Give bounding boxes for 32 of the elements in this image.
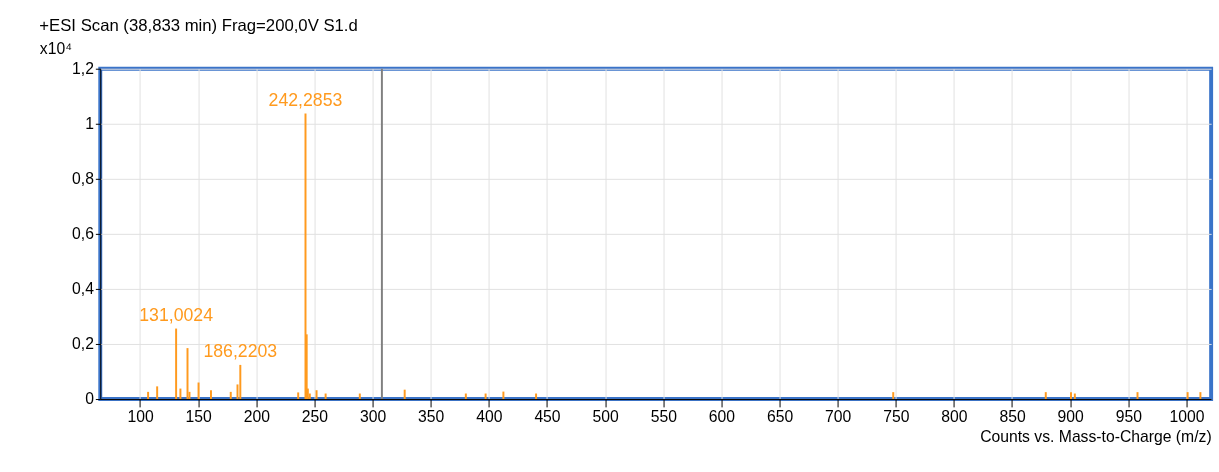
x-tick-label: 300	[359, 408, 387, 426]
x-tick-label: 800	[941, 408, 968, 426]
annotation: 186,2203	[203, 341, 278, 362]
annotation: 131,0024	[139, 304, 214, 325]
y-tick-label: 0,6	[72, 225, 95, 243]
y-tick-label: 0,4	[72, 280, 95, 298]
x-tick-label: 600	[708, 408, 736, 426]
x-tick-label: 350	[418, 408, 445, 426]
y-axis-title: x10⁴	[39, 40, 72, 58]
y-tick-label: 0,2	[72, 335, 94, 353]
x-tick-label: 750	[883, 408, 910, 426]
x-tick-label: 950	[1115, 408, 1143, 426]
x-tick-label: 850	[999, 408, 1026, 426]
x-tick-label: 250	[301, 408, 329, 426]
x-tick-label: 450	[534, 408, 561, 426]
x-tick-label: 400	[476, 408, 503, 426]
x-tick-label: 200	[243, 408, 271, 426]
x-axis-title: Counts vs. Mass-to-Charge (m/z)	[980, 427, 1212, 445]
chart-title: +ESI Scan (38,833 min) Frag=200,0V S1.d	[39, 16, 358, 36]
x-tick-label: 550	[650, 408, 678, 426]
x-tick-label: 1000	[1169, 408, 1205, 426]
x-tick-label: 150	[185, 408, 213, 426]
annotation: 242,2853	[268, 89, 343, 110]
x-tick-label: 100	[127, 408, 154, 426]
y-tick-label: 0,8	[72, 170, 95, 188]
x-tick-label: 650	[766, 408, 794, 426]
x-tick-label: 900	[1057, 408, 1085, 426]
y-tick-label: 1,2	[72, 60, 94, 78]
y-tick-label: 0	[85, 390, 95, 408]
y-tick-label: 1	[85, 115, 94, 133]
x-tick-label: 500	[592, 408, 619, 426]
x-tick-label: 700	[825, 408, 852, 426]
